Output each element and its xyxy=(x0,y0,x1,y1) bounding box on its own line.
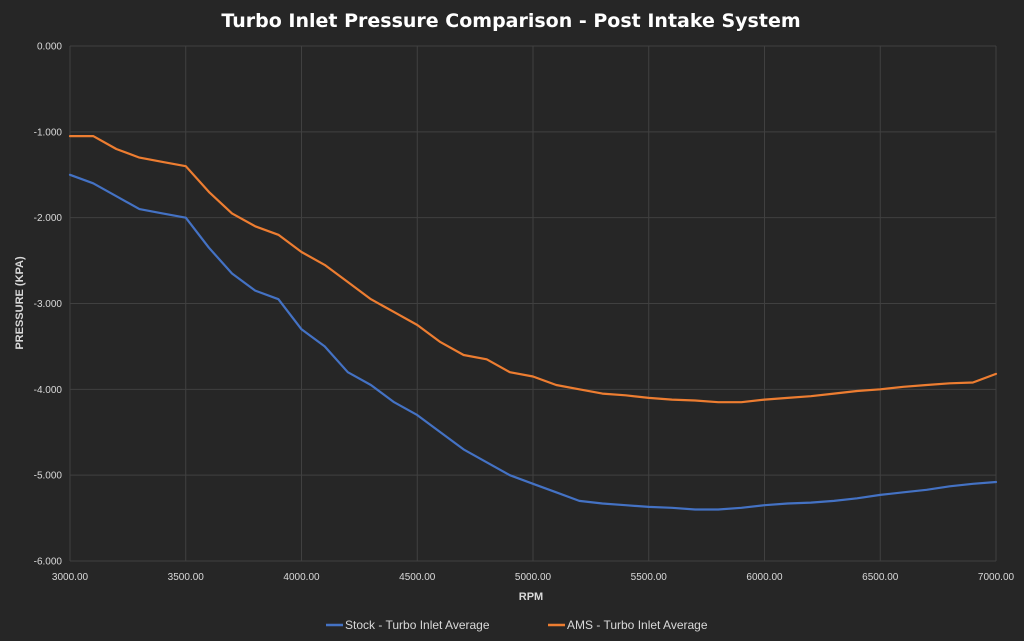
y-tick-label: -3.000 xyxy=(34,299,63,310)
series-lines xyxy=(68,135,998,511)
x-tick-label: 5000.00 xyxy=(515,572,552,583)
x-tick-label: 3000.00 xyxy=(52,572,89,583)
legend: Stock - Turbo Inlet Average AMS - Turbo I… xyxy=(326,618,708,632)
x-tick-label: 6000.00 xyxy=(746,572,783,583)
y-tick-label: -2.000 xyxy=(34,213,63,224)
x-tick-label: 3500.00 xyxy=(168,572,205,583)
series-line-1 xyxy=(68,135,998,404)
y-tick-label: -4.000 xyxy=(34,385,63,396)
y-tick-label: 0.000 xyxy=(37,42,62,53)
x-tick-label: 6500.00 xyxy=(862,572,899,583)
series-line-0 xyxy=(68,173,998,511)
y-axis-label: PRESSURE (KPA) xyxy=(14,256,26,350)
y-axis-ticks: 0.000 -1.000 -2.000 -3.000 -4.000 -5.000 -6.00… xyxy=(34,42,63,568)
y-tick-label: -6.000 xyxy=(34,557,63,568)
legend-entry-1: AMS - Turbo Inlet Average xyxy=(567,618,708,632)
y-tick-label: -1.000 xyxy=(34,127,63,138)
x-tick-label: 5500.00 xyxy=(631,572,668,583)
legend-entry-0: Stock - Turbo Inlet Average xyxy=(345,618,490,632)
x-axis-label: RPM xyxy=(519,591,543,603)
x-tick-label: 4000.00 xyxy=(283,572,320,583)
x-tick-label: 7000.00 xyxy=(978,572,1015,583)
y-tick-label: -5.000 xyxy=(34,471,63,482)
x-axis-ticks: 3000.00 3500.00 4000.00 4500.00 5000.00 5500.… xyxy=(52,572,1015,583)
x-tick-label: 4500.00 xyxy=(399,572,436,583)
grid-lines xyxy=(69,45,997,562)
chart-title: Turbo Inlet Pressure Comparison - Post I… xyxy=(221,10,800,32)
